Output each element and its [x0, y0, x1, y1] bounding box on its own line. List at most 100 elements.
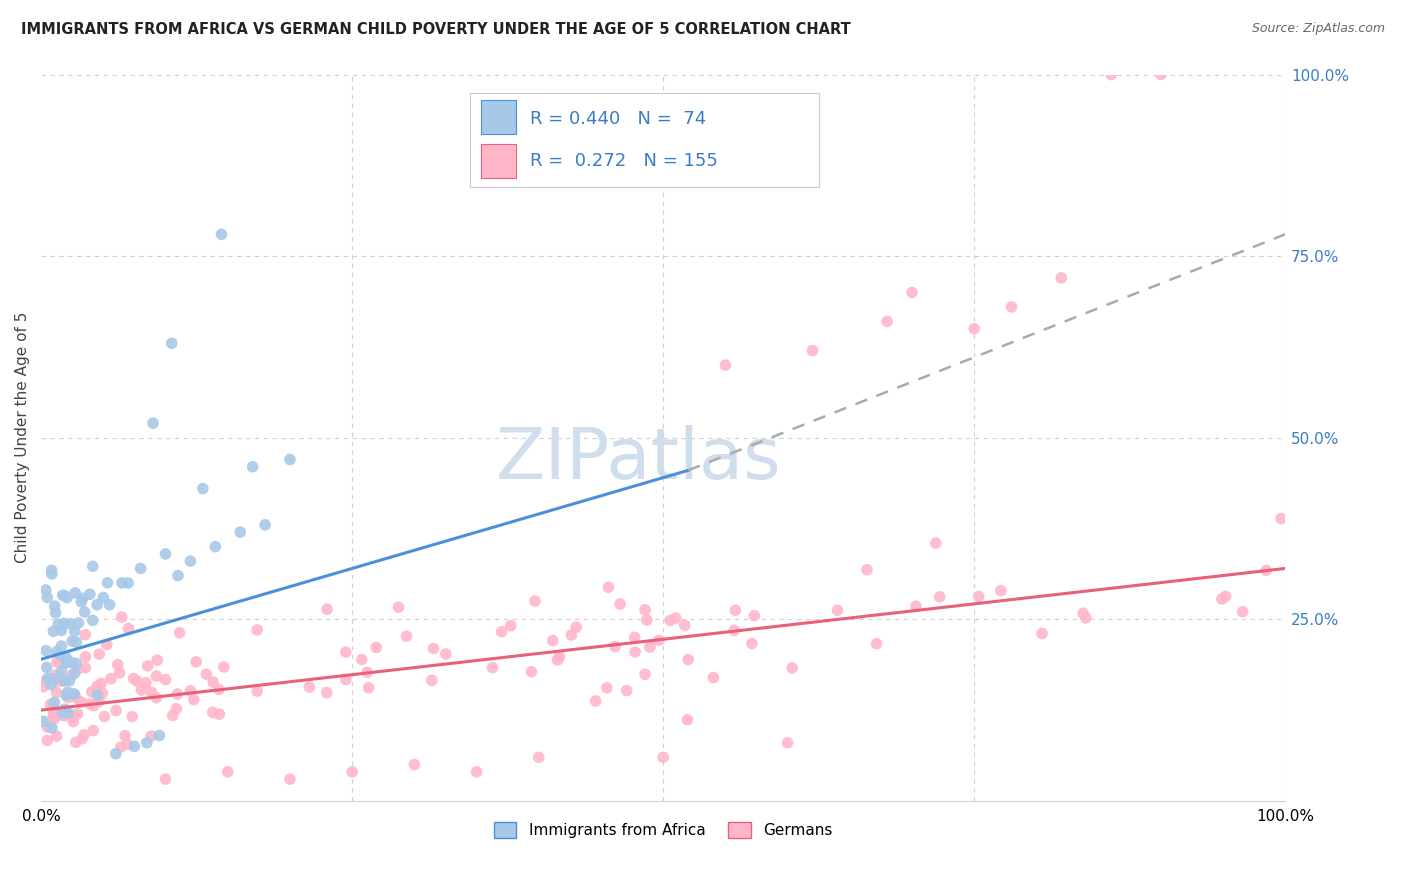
Point: [41, 563, 63, 577]
Text: IMMIGRANTS FROM AFRICA VS GERMAN CHILD POVERTY UNDER THE AGE OF 5 CORRELATION CH: IMMIGRANTS FROM AFRICA VS GERMAN CHILD P…: [21, 22, 851, 37]
Point: [105, 703, 128, 717]
Point: [776, 736, 799, 750]
Point: [66, 662, 89, 676]
Point: [780, 661, 803, 675]
Point: [335, 645, 357, 659]
Point: [623, 630, 645, 644]
Point: [73, 728, 96, 742]
Point: [491, 624, 513, 639]
Point: [246, 684, 269, 698]
Point: [316, 602, 339, 616]
Point: [1099, 68, 1122, 82]
Point: [93, 709, 115, 723]
Point: [135, 736, 157, 750]
Point: [652, 750, 675, 764]
Point: [183, 692, 205, 706]
Point: [395, 629, 418, 643]
Point: [963, 322, 986, 336]
Point: [254, 517, 277, 532]
Point: [35, 582, 58, 597]
Point: [46, 617, 69, 632]
Point: [65, 690, 87, 705]
Point: [89, 647, 111, 661]
Point: [75, 628, 97, 642]
Point: [111, 610, 134, 624]
Point: [422, 641, 444, 656]
Point: [79, 697, 101, 711]
Point: [202, 675, 225, 690]
Point: [35, 643, 58, 657]
Point: [86, 679, 108, 693]
Point: [801, 343, 824, 358]
Point: [63, 624, 86, 639]
Point: [90, 676, 112, 690]
Point: [1150, 68, 1173, 82]
Point: [45, 645, 67, 659]
Point: [91, 686, 114, 700]
Point: [51, 664, 73, 678]
Text: Source: ZipAtlas.com: Source: ZipAtlas.com: [1251, 22, 1385, 36]
Point: [60, 634, 83, 648]
Point: [229, 525, 252, 540]
Point: [676, 652, 699, 666]
Point: [55, 650, 77, 665]
Point: [122, 672, 145, 686]
Point: [51, 706, 73, 720]
Point: [676, 713, 699, 727]
Point: [104, 747, 127, 761]
Point: [1031, 626, 1053, 640]
Point: [34, 674, 56, 689]
Point: [44, 668, 66, 682]
Point: [465, 764, 488, 779]
Point: [204, 540, 226, 554]
Point: [129, 561, 152, 575]
Point: [565, 620, 588, 634]
Point: [51, 655, 73, 669]
Point: [55, 689, 77, 703]
Point: [136, 659, 159, 673]
Point: [298, 680, 321, 694]
Point: [117, 576, 139, 591]
Point: [82, 614, 104, 628]
Point: [49, 674, 72, 689]
Point: [51, 671, 73, 685]
Point: [714, 358, 737, 372]
Point: [42, 713, 65, 727]
Point: [42, 698, 65, 713]
Point: [39, 678, 62, 692]
Point: [520, 665, 543, 679]
Point: [53, 673, 76, 688]
Point: [481, 660, 503, 674]
Point: [155, 673, 177, 687]
Point: [56, 685, 79, 699]
Point: [39, 698, 62, 712]
Point: [404, 757, 426, 772]
Point: [702, 671, 724, 685]
Point: [191, 482, 214, 496]
Point: [208, 707, 231, 722]
Point: [634, 667, 657, 681]
Point: [420, 673, 443, 688]
Point: [1211, 591, 1233, 606]
Point: [65, 735, 87, 749]
Point: [165, 702, 187, 716]
Point: [546, 653, 568, 667]
Point: [44, 606, 66, 620]
Point: [1270, 511, 1292, 525]
Point: [217, 764, 239, 779]
Point: [75, 661, 97, 675]
Point: [45, 729, 67, 743]
Point: [41, 567, 63, 582]
Point: [609, 597, 631, 611]
Point: [111, 576, 134, 591]
Point: [673, 618, 696, 632]
Point: [166, 687, 188, 701]
Point: [636, 613, 658, 627]
Point: [357, 681, 380, 695]
Point: [62, 710, 84, 724]
Point: [211, 227, 233, 242]
Point: [904, 599, 927, 614]
Point: [89, 694, 111, 708]
Point: [212, 660, 235, 674]
Point: [1215, 590, 1237, 604]
